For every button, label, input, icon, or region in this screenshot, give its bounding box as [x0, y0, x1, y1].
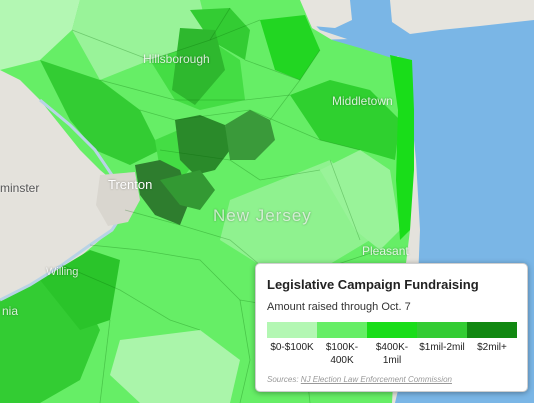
- legend-label-bin-3: $1mil-2mil: [417, 341, 467, 367]
- legend-swatch-bin-3: [417, 322, 467, 338]
- district-coast[interactable]: [390, 55, 414, 240]
- legend-label-bin-3-line1: $1mil-2mil: [419, 342, 465, 353]
- legend-label-bin-2-line1: $400K-: [375, 342, 409, 353]
- district-mid-d[interactable]: [290, 80, 400, 160]
- district-mid-e[interactable]: [260, 15, 320, 80]
- legend-label-bin-4: $2mil+: [467, 341, 517, 367]
- district-dark-b[interactable]: [225, 110, 275, 160]
- legend-label-bin-0: $0-$100K: [267, 341, 317, 367]
- district-dark-d[interactable]: [160, 170, 215, 210]
- district-mid-a[interactable]: [40, 60, 160, 165]
- legend-swatch-bin-1: [317, 322, 367, 338]
- district-light-nw[interactable]: [0, 0, 80, 70]
- district-light-south[interactable]: [110, 330, 240, 403]
- legend-label-bin-1-line1: $100K-: [325, 342, 359, 353]
- legend-label-bin-1-line2: 400K: [330, 355, 354, 366]
- district-light-east[interactable]: [320, 150, 400, 250]
- legend-swatch-row: [267, 322, 517, 338]
- legend-swatch-bin-0: [267, 322, 317, 338]
- map-legend: Legislative Campaign Fundraising Amount …: [255, 263, 528, 392]
- legend-subtitle: Amount raised through Oct. 7: [267, 301, 411, 313]
- district-mid-g[interactable]: [40, 250, 120, 330]
- district-dark-a[interactable]: [175, 115, 230, 175]
- legend-source: Sources: NJ Election Law Enforcement Com…: [267, 375, 452, 384]
- legend-label-bin-2-line2: 1mil: [382, 355, 402, 366]
- legend-source-link[interactable]: NJ Election Law Enforcement Commission: [300, 375, 452, 384]
- legend-label-row: $0-$100K $100K- 400K $400K- 1mil $1mil-2…: [267, 341, 517, 367]
- legend-label-bin-4-line1: $2mil+: [477, 342, 507, 353]
- legend-source-prefix: Sources:: [267, 375, 301, 384]
- top-right-land: [390, 0, 534, 34]
- legend-title: Legislative Campaign Fundraising: [267, 277, 479, 292]
- legend-label-bin-0-line1: $0-$100K: [270, 342, 314, 353]
- legend-label-bin-1: $100K- 400K: [317, 341, 367, 367]
- district-light-north[interactable]: [72, 0, 210, 80]
- legend-swatch-bin-4: [467, 322, 517, 338]
- trenton-urban: [96, 172, 140, 226]
- legend-label-bin-2: $400K- 1mil: [367, 341, 417, 367]
- district-mid-c[interactable]: [190, 8, 250, 60]
- district-mid-i[interactable]: [172, 28, 225, 105]
- legend-swatch-bin-2: [367, 322, 417, 338]
- staten-land: [300, 0, 352, 28]
